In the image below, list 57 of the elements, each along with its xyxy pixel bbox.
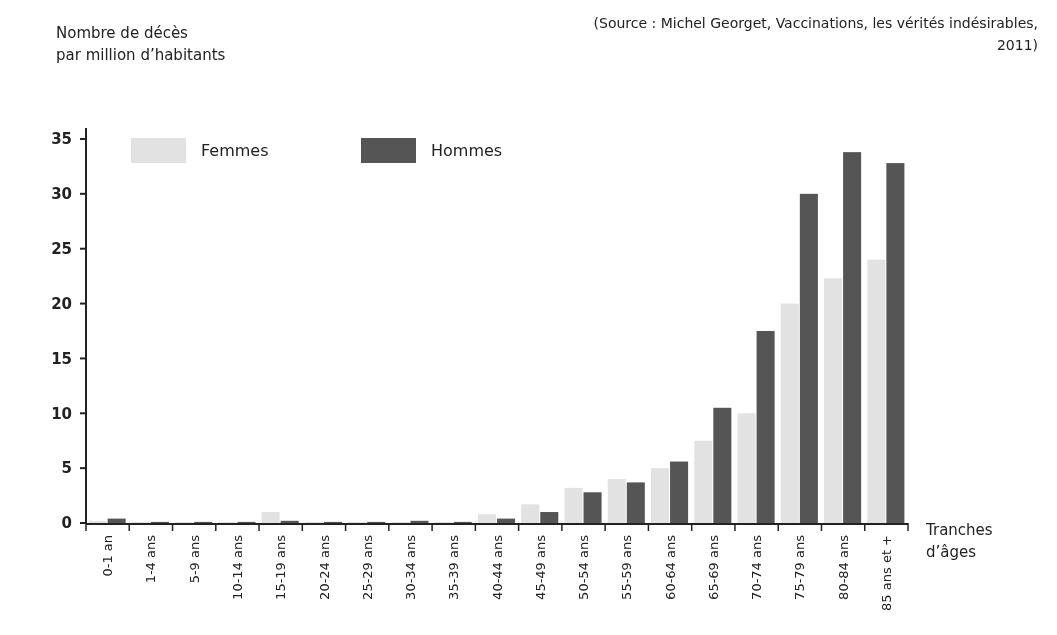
bar bbox=[497, 518, 516, 523]
x-tick-label: 35-39 ans bbox=[446, 534, 462, 600]
bar bbox=[410, 520, 429, 523]
text: (Source : Michel Georget, Vaccinations, les vérités indésirables, 2011) bbox=[593, 15, 1038, 53]
bar bbox=[540, 512, 559, 523]
bar bbox=[824, 278, 843, 523]
x-tick-label: 15-19 ans bbox=[273, 534, 289, 600]
x-tick-label: 5-9 ans bbox=[186, 534, 202, 584]
y-tick-label: 20 bbox=[51, 294, 72, 313]
y-tick-label: 10 bbox=[51, 404, 72, 423]
bar bbox=[477, 514, 496, 523]
bar bbox=[583, 492, 602, 523]
x-tick-label: 40-44 ans bbox=[489, 534, 505, 600]
bar bbox=[713, 407, 732, 523]
bar bbox=[843, 152, 862, 523]
x-tick-label: 60-64 ans bbox=[662, 534, 678, 600]
bar bbox=[694, 440, 713, 523]
bar bbox=[607, 479, 626, 523]
x-tick-label: 80-84 ans bbox=[835, 534, 851, 600]
x-tick-label: 50-54 ans bbox=[576, 534, 592, 600]
bar bbox=[737, 413, 756, 523]
y-tick-label: 25 bbox=[51, 239, 72, 258]
x-axis-title: Tranches d’âges bbox=[925, 521, 993, 561]
y-tick-label: 35 bbox=[51, 130, 72, 149]
bar bbox=[521, 504, 540, 523]
x-tick-label: 45-49 ans bbox=[532, 534, 548, 600]
bar bbox=[780, 303, 799, 523]
legend-label: Femmes bbox=[201, 141, 269, 161]
x-tick-label: 65-69 ans bbox=[705, 534, 721, 600]
legend-label: Hommes bbox=[431, 141, 503, 161]
x-tick-label: 20-24 ans bbox=[316, 534, 332, 600]
bar bbox=[756, 330, 775, 523]
bar bbox=[626, 482, 645, 523]
bar bbox=[88, 520, 107, 523]
x-tick-label: 75-79 ans bbox=[792, 534, 808, 600]
x-tick-label: 1-4 ans bbox=[143, 534, 159, 584]
y-tick-label: 5 bbox=[61, 459, 72, 478]
bar bbox=[280, 520, 299, 523]
bar bbox=[261, 512, 280, 523]
y-tick-label: 15 bbox=[51, 349, 72, 368]
bar bbox=[670, 461, 689, 523]
bar bbox=[651, 468, 670, 523]
x-tick-label: 30-34 ans bbox=[403, 534, 419, 600]
bar bbox=[867, 259, 886, 523]
x-tick-label: 25-29 ans bbox=[359, 534, 375, 600]
bar bbox=[107, 518, 126, 523]
x-tick-label: 10-14 ans bbox=[229, 534, 245, 600]
bar bbox=[564, 487, 583, 523]
x-tick-label: 55-59 ans bbox=[619, 534, 635, 600]
y-axis-title: Nombre de décès par million d’habitants bbox=[56, 24, 226, 64]
x-tick-label: 70-74 ans bbox=[749, 534, 765, 600]
x-tick-label: 85 ans et + bbox=[878, 535, 894, 611]
bar bbox=[799, 193, 818, 523]
bar bbox=[886, 163, 905, 523]
y-tick-label: 30 bbox=[51, 185, 72, 204]
y-tick-label: 0 bbox=[61, 514, 72, 533]
x-tick-label: 0-1 an bbox=[100, 535, 116, 577]
